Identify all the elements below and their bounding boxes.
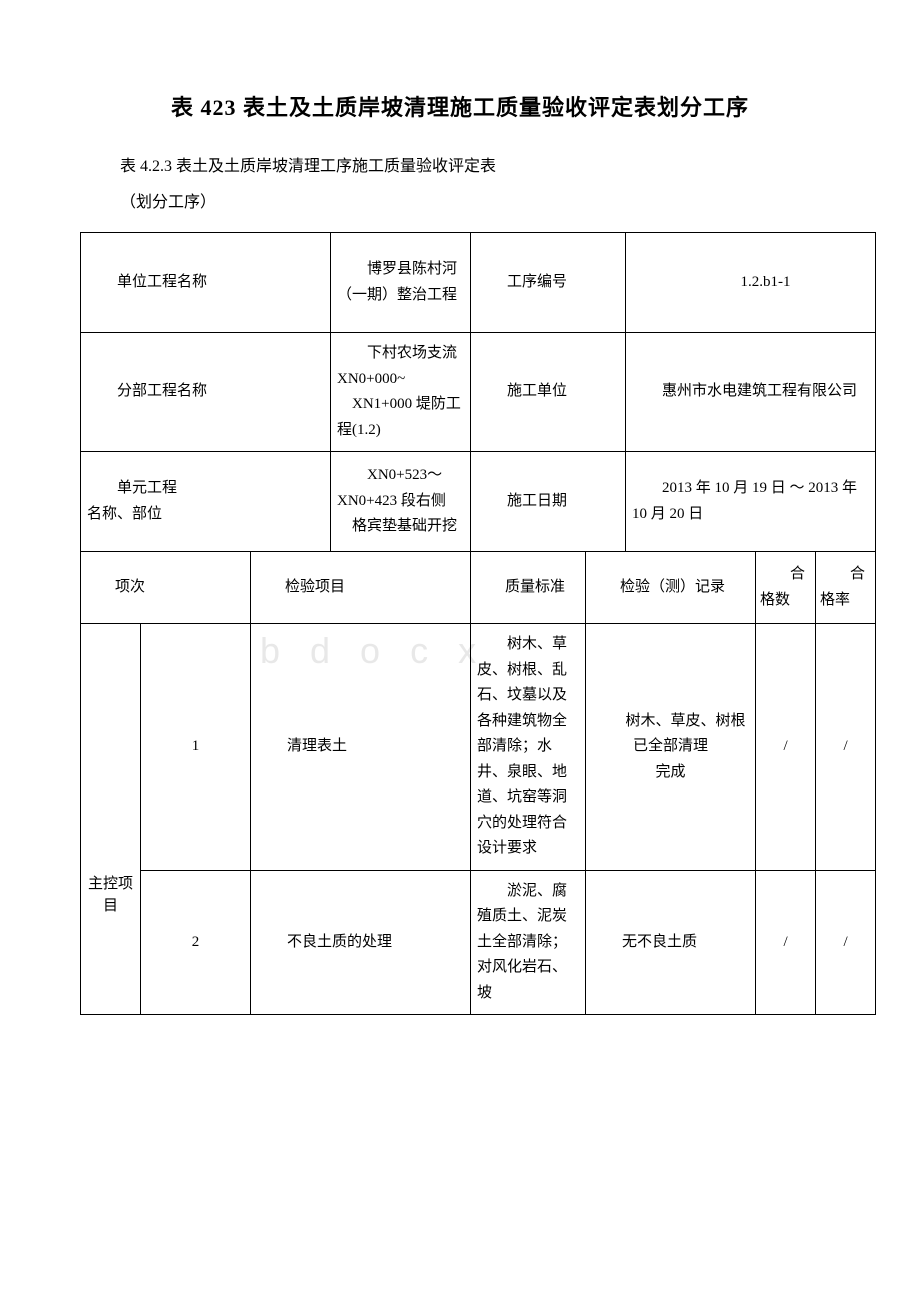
col-header-item: 检验项目 (251, 552, 471, 624)
value-unit-element: XN0+523～XN0+423 段右侧 格宾垫基础开挖 (331, 452, 471, 552)
page-title: 表 423 表土及土质岸坡清理施工质量验收评定表划分工序 (80, 90, 840, 122)
column-header-row: 项次 检验项目 质量标准 检验（测）记录 合格数 合格率 (81, 552, 876, 624)
row2-standard: 淤泥、腐殖质土、泥炭土全部清除；对风化岩石、坡 (471, 870, 586, 1015)
data-row-2: 2 不良土质的处理 淤泥、腐殖质土、泥炭土全部清除；对风化岩石、坡 无不良土质 … (81, 870, 876, 1015)
row2-record: 无不良土质 (586, 870, 756, 1015)
header-row-2: 分部工程名称 下村农场支流XN0+000~ XN1+000 堤防工程(1.2) … (81, 333, 876, 452)
row1-record: 树木、草皮、树根已全部清理完成 (586, 624, 756, 871)
label-unit-element: 单元工程名称、部位 (81, 452, 331, 552)
row2-item: 不良土质的处理 (251, 870, 471, 1015)
label-process-num: 工序编号 (471, 233, 626, 333)
label-sub-project: 分部工程名称 (81, 333, 331, 452)
label-construction-date: 施工日期 (471, 452, 626, 552)
row2-rate: / (816, 870, 876, 1015)
row2-pass: / (756, 870, 816, 1015)
value-sub-project: 下村农场支流XN0+000~ XN1+000 堤防工程(1.2) (331, 333, 471, 452)
row1-rate: / (816, 624, 876, 871)
section-label: 主控项目 (81, 624, 141, 1015)
label-unit-project: 单位工程名称 (81, 233, 331, 333)
row1-num: 1 (141, 624, 251, 871)
row1-pass: / (756, 624, 816, 871)
note: （划分工序） (120, 188, 840, 212)
value-construction-date: 2013 年 10 月 19 日 ～ 2013 年 10 月 20 日 (626, 452, 876, 552)
col-header-rate: 合格率 (816, 552, 876, 624)
data-row-1: 主控项目 1 清理表土 树木、草皮、树根、乱石、坟墓以及各种建筑物全部清除；水井… (81, 624, 876, 871)
col-header-record: 检验（测）记录 (586, 552, 756, 624)
row1-standard: 树木、草皮、树根、乱石、坟墓以及各种建筑物全部清除；水井、泉眼、地道、坑窑等洞穴… (471, 624, 586, 871)
value-process-num: 1.2.b1-1 (626, 233, 876, 333)
value-unit-project: 博罗县陈村河（一期）整治工程 (331, 233, 471, 333)
col-header-pass: 合格数 (756, 552, 816, 624)
col-header-standard: 质量标准 (471, 552, 586, 624)
evaluation-table: 单位工程名称 博罗县陈村河（一期）整治工程 工序编号 1.2.b1-1 分部工程… (80, 232, 876, 1015)
row1-item: 清理表土 (251, 624, 471, 871)
label-construction-unit: 施工单位 (471, 333, 626, 452)
header-row-1: 单位工程名称 博罗县陈村河（一期）整治工程 工序编号 1.2.b1-1 (81, 233, 876, 333)
subtitle: 表 4.2.3 表土及土质岸坡清理工序施工质量验收评定表 (120, 152, 840, 176)
header-row-3: 单元工程名称、部位 XN0+523～XN0+423 段右侧 格宾垫基础开挖 施工… (81, 452, 876, 552)
row2-num: 2 (141, 870, 251, 1015)
col-header-num: 项次 (81, 552, 251, 624)
value-construction-unit: 惠州市水电建筑工程有限公司 (626, 333, 876, 452)
